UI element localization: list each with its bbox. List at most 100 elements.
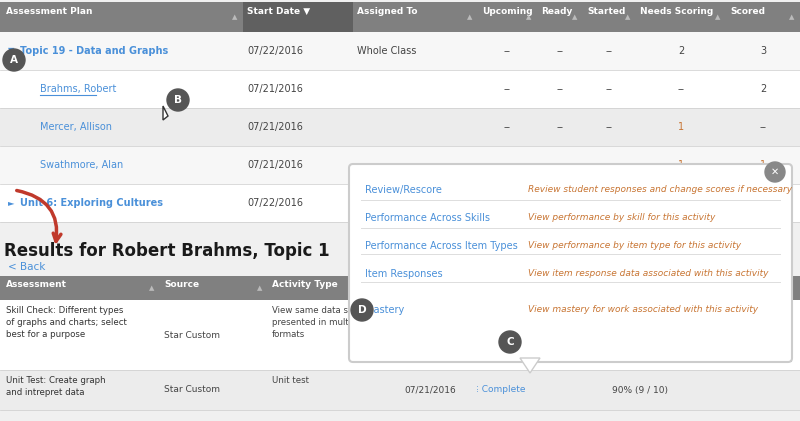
Text: 07/21/2016: 07/21/2016 [247, 84, 303, 94]
Text: Ready: Ready [541, 7, 572, 16]
Bar [0, 32, 800, 70]
Text: Start Date ▼: Start Date ▼ [247, 7, 310, 16]
Text: ▲: ▲ [790, 14, 794, 20]
Text: --: -- [759, 122, 766, 132]
Circle shape [765, 162, 785, 182]
Text: Performance Across Item Types: Performance Across Item Types [365, 241, 518, 251]
Text: Brahms, Robert: Brahms, Robert [40, 84, 116, 94]
Text: 90% (9 / 10): 90% (9 / 10) [612, 386, 668, 394]
Text: Topic 19 - Data and Graphs: Topic 19 - Data and Graphs [20, 46, 168, 56]
Text: ►: ► [8, 198, 14, 208]
Text: 1: 1 [760, 160, 766, 170]
Text: C: C [506, 337, 514, 347]
Text: ▲: ▲ [572, 14, 578, 20]
Text: Unit 6: Exploring Cultures: Unit 6: Exploring Cultures [20, 198, 163, 208]
Text: and intrepret data: and intrepret data [6, 388, 85, 397]
Text: ⁝ Complete: ⁝ Complete [476, 386, 526, 394]
Text: 2: 2 [760, 84, 766, 94]
Circle shape [167, 89, 189, 111]
Polygon shape [163, 106, 168, 120]
Circle shape [3, 49, 25, 71]
Text: ▼: ▼ [8, 46, 14, 56]
Text: Upcoming: Upcoming [482, 7, 533, 16]
Text: Status: Status [476, 280, 510, 289]
Text: ▲: ▲ [626, 14, 630, 20]
Bar [357, 172, 792, 362]
Text: best for a purpose: best for a purpose [6, 330, 86, 339]
Text: Scored: Scored [730, 7, 765, 16]
Text: Assessment: Assessment [6, 280, 67, 289]
Text: --: -- [557, 46, 563, 56]
Bar [0, 300, 800, 370]
Bar [0, 184, 800, 222]
Text: Swathmore, Alan: Swathmore, Alan [40, 160, 123, 170]
FancyBboxPatch shape [349, 164, 792, 362]
Text: Needs Scoring: Needs Scoring [640, 7, 714, 16]
Text: D: D [358, 305, 366, 315]
Text: Mercer, Allison: Mercer, Allison [40, 122, 112, 132]
Text: 60% (3 / 5): 60% (3 / 5) [615, 330, 665, 339]
Text: ▲: ▲ [715, 14, 721, 20]
Text: B: B [174, 95, 182, 105]
Text: View mastery for work associated with this activity: View mastery for work associated with th… [528, 305, 758, 314]
Text: --: -- [557, 122, 563, 132]
Text: --: -- [503, 46, 510, 56]
Text: ▲: ▲ [258, 285, 262, 291]
Text: ⁝ Complete: ⁝ Complete [476, 330, 526, 339]
Text: 1: 1 [678, 160, 684, 170]
Text: Assessment Plan: Assessment Plan [6, 7, 93, 16]
Text: Assigned To: Assigned To [357, 7, 418, 16]
Text: Activity Type: Activity Type [272, 280, 338, 289]
Bar [0, 146, 800, 184]
Text: --: -- [557, 160, 563, 170]
Text: Source: Source [164, 280, 199, 289]
Text: presented in multiple: presented in multiple [272, 318, 364, 327]
Circle shape [499, 331, 521, 353]
Text: --: -- [678, 84, 685, 94]
Text: ▲: ▲ [150, 285, 154, 291]
Text: ✕: ✕ [771, 167, 779, 177]
Text: Results for Robert Brahms, Topic 1: Results for Robert Brahms, Topic 1 [4, 242, 330, 260]
Text: 2: 2 [678, 46, 684, 56]
Text: formats: formats [272, 330, 306, 339]
Text: --: -- [606, 122, 613, 132]
Text: Whole Class: Whole Class [357, 198, 416, 208]
Text: 07/22/2016: 07/22/2016 [247, 198, 303, 208]
Text: --: -- [606, 46, 613, 56]
Bar [0, 370, 800, 410]
Text: 07/21/2016: 07/21/2016 [247, 160, 303, 170]
Text: A: A [10, 55, 18, 65]
Text: 07/21/2016: 07/21/2016 [404, 386, 456, 394]
Text: 07/22/2016: 07/22/2016 [247, 46, 303, 56]
Text: View item response data associated with this activity: View item response data associated with … [528, 269, 769, 278]
Bar [0, 70, 800, 108]
Text: < Back: < Back [8, 262, 46, 272]
Bar [0, 276, 800, 300]
Text: --: -- [606, 84, 613, 94]
Text: 07/21/2016: 07/21/2016 [247, 122, 303, 132]
Bar [0, 108, 800, 146]
Text: Unit test: Unit test [272, 376, 309, 385]
Bar [243, 2, 353, 32]
Text: ▲: ▲ [526, 14, 532, 20]
Polygon shape [520, 358, 540, 373]
Text: Performance Across Skills: Performance Across Skills [365, 213, 490, 223]
Text: of graphs and charts; select: of graphs and charts; select [6, 318, 127, 327]
Text: 07/20/2016: 07/20/2016 [404, 330, 456, 339]
Text: Star Custom: Star Custom [164, 330, 220, 339]
Circle shape [351, 299, 373, 321]
Text: Mastery: Mastery [365, 305, 404, 315]
Text: 3: 3 [760, 46, 766, 56]
Text: Review/Rescore: Review/Rescore [365, 185, 442, 195]
Text: Whole Class: Whole Class [357, 46, 416, 56]
Text: Started: Started [587, 7, 626, 16]
Text: --: -- [503, 122, 510, 132]
Text: Item Responses: Item Responses [365, 269, 442, 279]
Bar [0, 2, 800, 32]
Text: --: -- [557, 84, 563, 94]
Text: ▲: ▲ [232, 14, 238, 20]
Text: Skill Check: Different types: Skill Check: Different types [6, 306, 123, 315]
Text: View performance by skill for this activity: View performance by skill for this activ… [528, 213, 715, 222]
Text: --: -- [503, 84, 510, 94]
Text: 1: 1 [678, 122, 684, 132]
